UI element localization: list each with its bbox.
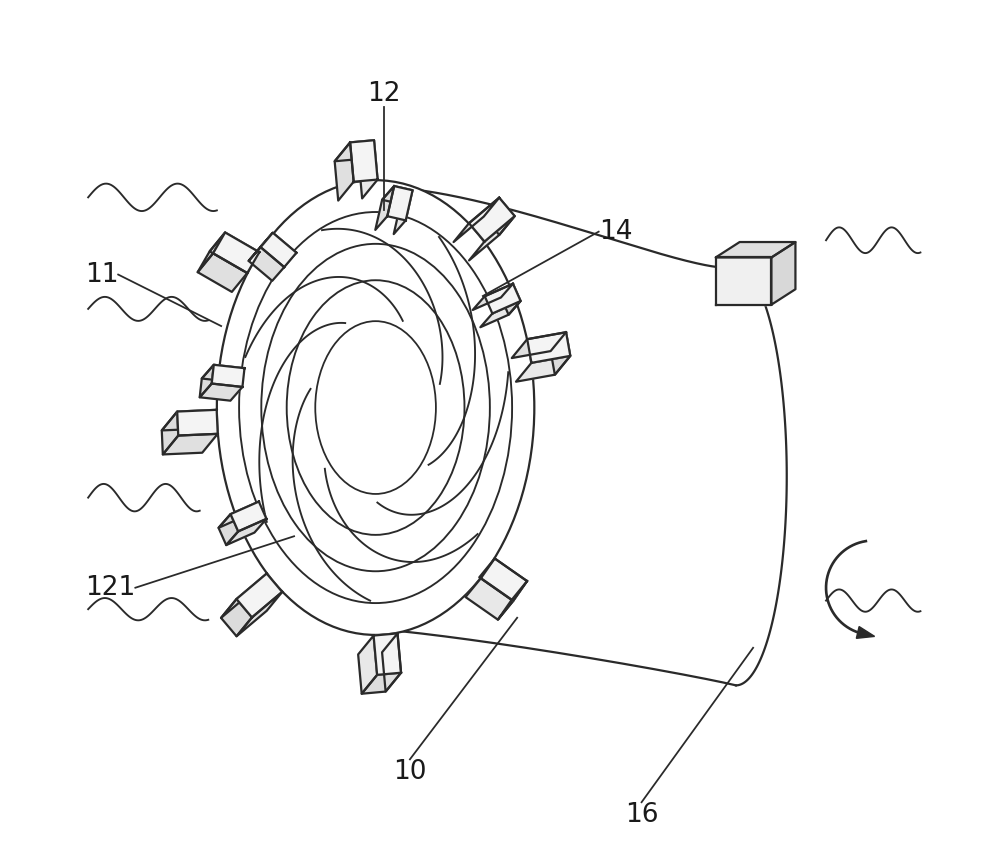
Polygon shape (375, 186, 394, 230)
Polygon shape (469, 197, 515, 242)
Polygon shape (219, 514, 238, 545)
Polygon shape (237, 592, 282, 637)
Polygon shape (202, 365, 244, 382)
Polygon shape (473, 284, 513, 310)
Polygon shape (466, 578, 513, 619)
Polygon shape (359, 140, 378, 198)
Polygon shape (249, 233, 273, 261)
Polygon shape (716, 242, 795, 257)
Polygon shape (516, 356, 570, 382)
Polygon shape (200, 384, 242, 401)
Ellipse shape (315, 321, 436, 494)
Polygon shape (335, 142, 354, 201)
Polygon shape (221, 573, 267, 618)
Polygon shape (221, 599, 252, 637)
Polygon shape (219, 502, 259, 528)
Polygon shape (856, 626, 875, 638)
Polygon shape (469, 216, 515, 261)
Text: 12: 12 (367, 82, 401, 107)
Text: 14: 14 (599, 219, 632, 245)
Polygon shape (261, 233, 296, 267)
Polygon shape (212, 365, 244, 387)
Polygon shape (210, 233, 259, 271)
Polygon shape (237, 573, 282, 618)
Polygon shape (551, 332, 570, 375)
Polygon shape (198, 253, 247, 292)
Polygon shape (162, 410, 217, 431)
Polygon shape (226, 519, 266, 545)
Polygon shape (501, 284, 521, 315)
Polygon shape (261, 233, 296, 267)
Polygon shape (335, 140, 374, 161)
Text: 121: 121 (85, 575, 135, 601)
Polygon shape (362, 673, 401, 694)
Ellipse shape (217, 180, 534, 635)
Polygon shape (368, 187, 787, 686)
Polygon shape (249, 247, 284, 281)
Polygon shape (163, 434, 218, 455)
Text: 10: 10 (393, 759, 427, 785)
Polygon shape (512, 332, 566, 358)
Polygon shape (479, 559, 527, 600)
Polygon shape (771, 242, 795, 305)
Polygon shape (394, 190, 413, 234)
Polygon shape (481, 559, 527, 601)
Polygon shape (454, 197, 499, 242)
Polygon shape (498, 581, 527, 619)
Polygon shape (350, 140, 378, 182)
Polygon shape (382, 186, 413, 204)
Polygon shape (200, 365, 214, 397)
Polygon shape (358, 636, 377, 694)
Polygon shape (198, 233, 225, 272)
Polygon shape (485, 284, 521, 313)
Polygon shape (527, 332, 570, 363)
Polygon shape (374, 633, 401, 675)
Polygon shape (716, 257, 771, 305)
Polygon shape (382, 633, 401, 692)
Polygon shape (177, 410, 218, 436)
Text: 11: 11 (85, 262, 118, 287)
Polygon shape (213, 233, 259, 273)
Text: 16: 16 (625, 802, 658, 828)
Polygon shape (162, 412, 178, 455)
Polygon shape (484, 197, 515, 235)
Polygon shape (480, 301, 521, 327)
Polygon shape (231, 502, 266, 531)
Polygon shape (387, 186, 413, 221)
